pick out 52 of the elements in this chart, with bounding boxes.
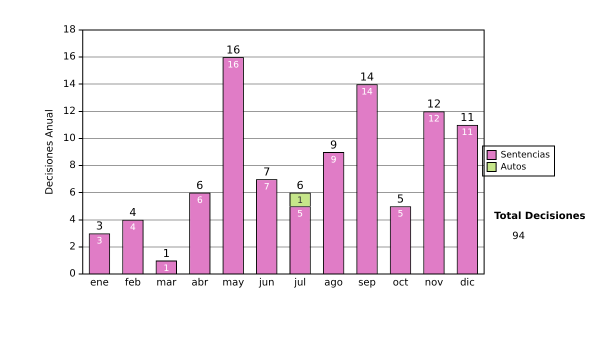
- x-tick-label: nov: [424, 278, 444, 289]
- total-label: 12: [426, 98, 441, 111]
- total-label: 3: [96, 220, 103, 233]
- x-tick-label: jul: [293, 278, 306, 289]
- total-label: 14: [360, 70, 374, 84]
- total-label: 1: [162, 246, 170, 260]
- x-tick-label: feb: [124, 278, 141, 289]
- data-label: 16: [228, 60, 240, 70]
- y-tick-label: 10: [62, 133, 76, 144]
- data-label: 1: [297, 196, 304, 206]
- data-label: 6: [196, 196, 203, 206]
- x-tick-label: oct: [392, 278, 408, 289]
- total-label: 7: [263, 165, 270, 178]
- x-tick-label: dic: [460, 278, 475, 289]
- y-tick-label: 0: [69, 268, 76, 280]
- total-label: 5: [397, 192, 404, 206]
- y-tick-label: 12: [62, 106, 76, 117]
- x-tick-label: ago: [324, 278, 343, 289]
- data-label: 7: [264, 182, 270, 192]
- total-label: 6: [296, 179, 304, 192]
- total-label: 16: [226, 43, 240, 56]
- x-tick-label: ene: [90, 278, 109, 289]
- legend-label: Sentencias: [500, 150, 550, 160]
- y-tick-label: 2: [69, 241, 76, 252]
- y-tick-label: 14: [62, 78, 76, 90]
- total-label: 4: [129, 206, 136, 220]
- x-tick-label: abr: [192, 278, 209, 289]
- x-tick-label: jun: [258, 278, 274, 289]
- y-tick-label: 16: [62, 52, 76, 63]
- data-label: 11: [462, 128, 474, 138]
- data-label: 5: [398, 210, 404, 220]
- data-label: 9: [330, 155, 337, 166]
- total-label: 11: [460, 111, 474, 124]
- y-tick-label: 18: [62, 24, 76, 36]
- text: Total Decisiones: [494, 211, 586, 222]
- total-label: 9: [330, 138, 338, 152]
- data-label: 5: [297, 210, 304, 220]
- x-tick-label: sep: [358, 278, 376, 289]
- total-label: 6: [196, 179, 204, 192]
- text: 94: [512, 231, 525, 242]
- y-tick-label: 4: [69, 214, 76, 226]
- data-label: 4: [130, 223, 136, 234]
- data-label: 12: [428, 114, 440, 125]
- data-label: 14: [361, 88, 374, 98]
- y-tick-label: 6: [69, 187, 76, 198]
- y-axis-title: Decisiones Anual: [44, 109, 56, 195]
- y-tick-label: 8: [69, 160, 76, 172]
- data-label: 1: [163, 264, 170, 274]
- legend-label: Autos: [500, 162, 527, 172]
- data-label: 3: [96, 236, 102, 247]
- x-tick-label: mar: [156, 278, 178, 289]
- x-tick-label: may: [222, 278, 244, 289]
